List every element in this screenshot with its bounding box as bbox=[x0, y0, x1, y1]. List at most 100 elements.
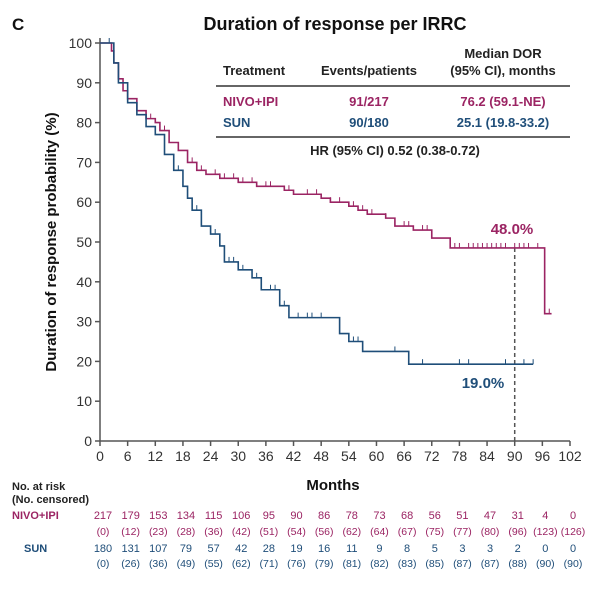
axes: 0 10 20 30 40 50 60 70 80 90 100 0 6 12 18 24 30 36 42 48 54… bbox=[69, 35, 582, 464]
row-sun-treatment: SUN bbox=[223, 115, 250, 130]
curves bbox=[100, 38, 552, 441]
at-risk-title: No. at risk bbox=[12, 481, 66, 493]
x-tick-label: 6 bbox=[124, 448, 132, 464]
y-tick-label: 0 bbox=[84, 433, 92, 449]
censored-count: (62) bbox=[342, 526, 361, 538]
censored-count: (56) bbox=[315, 526, 334, 538]
x-tick-label: 30 bbox=[230, 448, 246, 464]
censored-count: (0) bbox=[97, 526, 110, 538]
at-risk-count: 19 bbox=[290, 543, 302, 555]
table-header-treatment: Treatment bbox=[223, 63, 286, 78]
censored-count: (28) bbox=[177, 526, 196, 538]
censored-count: (79) bbox=[315, 558, 334, 570]
x-tick-label: 96 bbox=[535, 448, 551, 464]
at-risk-count: 131 bbox=[121, 543, 139, 555]
at-risk-count: 57 bbox=[207, 543, 219, 555]
censored-count: (96) bbox=[508, 526, 527, 538]
x-tick-label: 42 bbox=[286, 448, 302, 464]
censored-count: (90) bbox=[564, 558, 583, 570]
censored-count: (80) bbox=[481, 526, 500, 538]
censored-count: (42) bbox=[232, 526, 251, 538]
x-axis-label: Months bbox=[306, 477, 359, 494]
at-risk-count: 5 bbox=[432, 543, 438, 555]
y-tick-label: 20 bbox=[76, 353, 92, 369]
km-curve-sun bbox=[100, 42, 534, 365]
at-risk-count: 4 bbox=[542, 510, 548, 522]
y-tick-label: 40 bbox=[76, 274, 92, 290]
y-tick-label: 50 bbox=[76, 234, 92, 250]
y-tick-label: 70 bbox=[76, 154, 92, 170]
at-risk-count: 179 bbox=[121, 510, 139, 522]
table-header-ci: (95% CI), months bbox=[450, 63, 555, 78]
censored-count: (36) bbox=[204, 526, 223, 538]
y-tick-label: 90 bbox=[76, 75, 92, 91]
at-risk-count: 153 bbox=[149, 510, 167, 522]
censored-count: (51) bbox=[260, 526, 279, 538]
at-risk-count: 86 bbox=[318, 510, 330, 522]
nivo-ipi-rate-label: 48.0% bbox=[491, 221, 534, 238]
censored-count: (83) bbox=[398, 558, 417, 570]
summary-table: Treatment Events/patients Median DOR (95… bbox=[216, 46, 570, 158]
row-sun-events: 90/180 bbox=[349, 115, 389, 130]
row-sun-median: 25.1 (19.8-33.2) bbox=[457, 115, 550, 130]
row-nivo-median: 76.2 (59.1-NE) bbox=[460, 94, 545, 109]
censored-count: (123) bbox=[533, 526, 558, 538]
at-risk-count: 31 bbox=[512, 510, 524, 522]
censored-count: (23) bbox=[149, 526, 168, 538]
censored-count: (36) bbox=[149, 558, 168, 570]
at-risk-count: 2 bbox=[515, 543, 521, 555]
at-risk-count: 11 bbox=[346, 543, 357, 555]
at-risk-count: 95 bbox=[263, 510, 275, 522]
at-risk-count: 28 bbox=[263, 543, 275, 555]
censored-count: (77) bbox=[453, 526, 472, 538]
x-tick-label: 12 bbox=[148, 448, 164, 464]
at-risk-count: 47 bbox=[484, 510, 496, 522]
at-risk-count: 0 bbox=[542, 543, 548, 555]
at-risk-count: 56 bbox=[429, 510, 441, 522]
censored-count: (64) bbox=[370, 526, 389, 538]
censored-count: (82) bbox=[370, 558, 389, 570]
panel-label: C bbox=[12, 15, 24, 34]
x-tick-label: 72 bbox=[424, 448, 440, 464]
at-risk-count: 0 bbox=[570, 543, 576, 555]
censored-count: (87) bbox=[481, 558, 500, 570]
censored-count: (67) bbox=[398, 526, 417, 538]
row-nivo-treatment: NIVO+IPI bbox=[223, 94, 278, 109]
x-tick-label: 84 bbox=[479, 448, 495, 464]
x-tick-label: 90 bbox=[507, 448, 523, 464]
at-risk-count: 115 bbox=[205, 510, 223, 522]
censored-count: (81) bbox=[342, 558, 361, 570]
at-risk-count: 8 bbox=[404, 543, 410, 555]
chart-title: Duration of response per IRRC bbox=[203, 14, 466, 34]
x-tick-label: 102 bbox=[558, 448, 582, 464]
at-risk-sun-label: SUN bbox=[24, 543, 47, 555]
table-header-median: Median DOR bbox=[464, 46, 542, 61]
at-risk-count: 78 bbox=[346, 510, 358, 522]
at-risk-count: 90 bbox=[290, 510, 302, 522]
y-axis-label: Duration of response probability (%) bbox=[43, 112, 60, 371]
at-risk-count: 180 bbox=[94, 543, 112, 555]
censored-count: (76) bbox=[287, 558, 306, 570]
x-tick-label: 36 bbox=[258, 448, 274, 464]
at-risk-count: 106 bbox=[232, 510, 250, 522]
at-risk-count: 9 bbox=[376, 543, 382, 555]
sun-rate-label: 19.0% bbox=[462, 375, 505, 392]
at-risk-count: 217 bbox=[94, 510, 112, 522]
censored-count: (126) bbox=[561, 526, 586, 538]
x-tick-label: 24 bbox=[203, 448, 219, 464]
at-risk-table: No. at risk (No. censored) NIVO+IPI SUN … bbox=[12, 481, 585, 570]
censored-count: (12) bbox=[121, 526, 140, 538]
at-risk-count: 51 bbox=[456, 510, 468, 522]
at-risk-count: 0 bbox=[570, 510, 576, 522]
censored-count: (49) bbox=[177, 558, 196, 570]
y-tick-label: 60 bbox=[76, 194, 92, 210]
at-risk-count: 73 bbox=[373, 510, 385, 522]
at-risk-count: 68 bbox=[401, 510, 413, 522]
censored-count: (55) bbox=[204, 558, 223, 570]
censored-count: (85) bbox=[425, 558, 444, 570]
x-tick-label: 66 bbox=[396, 448, 412, 464]
y-tick-label: 10 bbox=[76, 393, 92, 409]
censored-title: (No. censored) bbox=[12, 494, 89, 506]
censored-count: (0) bbox=[97, 558, 110, 570]
censored-count: (75) bbox=[425, 526, 444, 538]
